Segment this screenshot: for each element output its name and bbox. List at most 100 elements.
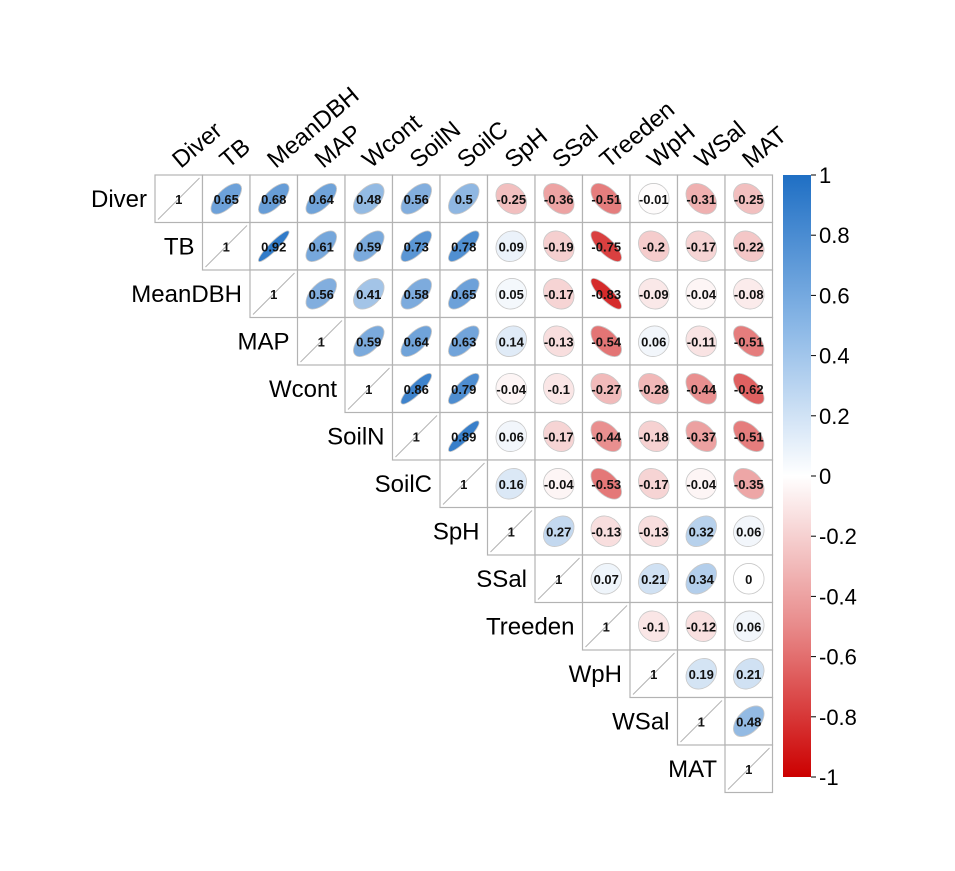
cell-tb-soilc: 0.78 (439, 221, 489, 271)
row-label-mat: MAT (668, 756, 717, 783)
cell-soilc-sph: 0.16 (486, 459, 536, 509)
row-label-map: MAP (237, 328, 289, 355)
cell-value: 0.07 (594, 572, 619, 587)
cell-value: 0.78 (451, 239, 476, 254)
ellipse-glyph (590, 373, 622, 405)
colorbar-tick-label: 0 (819, 464, 831, 489)
cell-value: 0.19 (689, 667, 714, 682)
cell-sph-ssal: 0.27 (534, 506, 584, 556)
ellipse-glyph (258, 230, 290, 262)
cell-value: 0.21 (641, 572, 666, 587)
cell-value: -0.37 (686, 429, 716, 444)
ellipse-glyph (638, 325, 670, 357)
ellipse-glyph (448, 420, 480, 452)
cell-value: 0.56 (404, 192, 429, 207)
cell-soilc-wsal: -0.04 (676, 459, 726, 509)
ellipse-glyph (685, 278, 717, 310)
ellipse-glyph (590, 183, 622, 215)
cell-value: 0.86 (404, 382, 429, 397)
cell-value: -0.2 (643, 239, 665, 254)
ellipse-glyph (543, 278, 575, 310)
cell-value: 0.34 (689, 572, 715, 587)
cell-diver-wcont: 0.48 (344, 174, 394, 224)
cell-soilc-treeden: -0.53 (581, 459, 631, 509)
cell-value: 0.56 (309, 287, 334, 302)
column-label-ssal: SSal (547, 120, 603, 173)
cell-value: 0.16 (499, 477, 524, 492)
cell-value: -0.17 (686, 239, 716, 254)
cell-diver-soiln: 0.56 (391, 174, 441, 224)
cell-tb-wcont: 0.59 (344, 221, 394, 271)
cell-value: -0.27 (591, 382, 621, 397)
cell-value: 1 (365, 382, 372, 397)
cell-ssal-treeden: 0.07 (581, 554, 631, 604)
ellipse-glyph (638, 563, 670, 595)
cell-sph-sph: 1 (486, 506, 536, 556)
ellipse-glyph (305, 183, 337, 215)
ellipse-glyph (733, 420, 765, 452)
ellipse-glyph (638, 183, 670, 215)
cell-value: -0.01 (639, 192, 669, 207)
cell-value: -0.25 (496, 192, 526, 207)
ellipse-glyph (448, 373, 480, 405)
cell-ssal-mat: 0 (724, 554, 774, 604)
cell-meandbh-wph: -0.09 (629, 269, 679, 319)
cell-value: -0.75 (591, 239, 621, 254)
cell-value: -0.51 (591, 192, 621, 207)
cell-wph-mat: 0.21 (724, 649, 774, 699)
diagonal-slash (490, 510, 533, 553)
cell-tb-wsal: -0.17 (676, 221, 726, 271)
ellipse-glyph (400, 230, 432, 262)
cell-meandbh-soilc: 0.65 (439, 269, 489, 319)
cell-tb-ssal: -0.19 (534, 221, 584, 271)
cell-value: 1 (460, 477, 467, 492)
cell-value: -0.17 (544, 287, 574, 302)
colorbar-tick-label: 0.8 (819, 223, 850, 248)
cell-value: -0.04 (544, 477, 574, 492)
cell-map-map: 1 (296, 316, 346, 366)
ellipse-glyph (590, 230, 622, 262)
ellipse-glyph (590, 325, 622, 357)
ellipse-glyph (638, 373, 670, 405)
cell-diver-tb: 0.65 (201, 174, 251, 224)
diagonal-slash (395, 415, 438, 458)
ellipse-glyph (400, 278, 432, 310)
cell-value: 0.41 (356, 287, 381, 302)
cell-value: -0.62 (734, 382, 764, 397)
cell-value: -0.35 (734, 477, 764, 492)
cell-value: -0.12 (686, 619, 716, 634)
ellipse-glyph (495, 420, 527, 452)
cell-tb-map: 0.61 (296, 221, 346, 271)
cell-value: -0.17 (639, 477, 669, 492)
cell-value: -0.17 (544, 429, 574, 444)
cell-value: 0.32 (689, 524, 714, 539)
cells-layer: 1 0.65 0.68 0.64 0.48 0.56 0.5 -0.25 -0.36 -0.51 -… (154, 174, 774, 794)
cell-soiln-wph: -0.18 (629, 411, 679, 461)
cell-value: 0.14 (499, 334, 525, 349)
row-label-sph: SpH (433, 518, 480, 545)
row-label-tb: TB (164, 233, 195, 260)
cell-value: 0.64 (309, 192, 335, 207)
cell-wph-wph: 1 (629, 649, 679, 699)
ellipse-glyph (210, 183, 242, 215)
cell-value: -0.1 (643, 619, 665, 634)
cell-tb-mat: -0.22 (724, 221, 774, 271)
diagonal-slash (632, 652, 675, 695)
cell-sph-wph: -0.13 (629, 506, 679, 556)
cell-wcont-treeden: -0.27 (581, 364, 631, 414)
ellipse-glyph (495, 183, 527, 215)
colorbar-tick-label: -1 (819, 765, 839, 790)
cell-wsal-wsal: 1 (676, 696, 726, 746)
cell-ssal-wsal: 0.34 (676, 554, 726, 604)
cell-value: -0.25 (734, 192, 764, 207)
cell-soiln-wsal: -0.37 (676, 411, 726, 461)
cell-value: 0.92 (261, 239, 286, 254)
cell-value: 0.73 (404, 239, 429, 254)
cell-map-wsal: -0.11 (676, 316, 726, 366)
ellipse-glyph (733, 563, 765, 595)
cell-value: 0.61 (309, 239, 334, 254)
cell-value: -0.83 (591, 287, 621, 302)
cell-value: 0.21 (736, 667, 761, 682)
ellipse-glyph (400, 373, 432, 405)
cell-value: -0.19 (544, 239, 574, 254)
